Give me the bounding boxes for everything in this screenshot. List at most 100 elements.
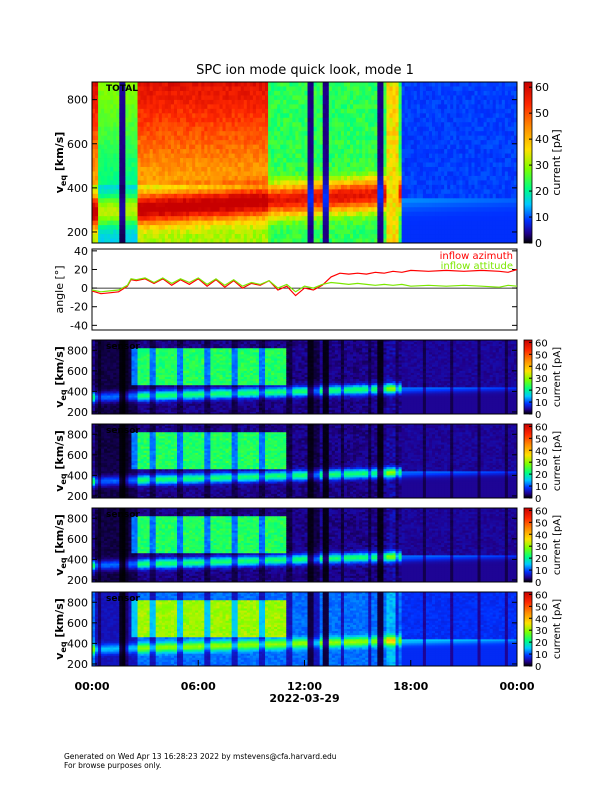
spectrogram-cell [289,136,292,141]
spectrogram-cell [95,154,98,159]
spectrogram-cell [475,91,478,96]
spectrogram-cell [207,171,210,176]
spectrogram-cell [353,104,356,109]
spectrogram-cell [465,140,468,145]
spectrogram-cell [213,82,216,87]
spectrogram-cell [377,171,380,176]
spectrogram-cell [414,95,417,100]
spectrogram-cell [511,100,514,105]
spectrogram-cell [396,136,399,141]
spectrogram-cell [499,140,502,145]
spectrogram-cell [220,189,223,194]
spectrogram-cell [429,113,432,118]
spectrogram-cell [268,180,271,185]
spectrogram-cell [131,185,134,190]
spectrogram-cell [183,145,186,150]
spectrogram-cell [232,109,235,114]
spectrogram-cell [168,127,171,132]
spectrogram-cell [104,234,107,239]
spectrogram-cell [377,203,380,208]
spectrogram-cell [350,212,353,217]
spectrogram-cell [298,194,301,199]
spectrogram-cell [456,118,459,123]
spectrogram-cell [502,176,505,181]
spectrogram-cell [295,136,298,141]
spectrogram-cell [156,113,159,118]
spectrogram-cell [371,198,374,203]
spectrogram-cell [110,207,113,212]
spectrogram-cell [256,95,259,100]
spectrogram-cell [380,225,383,230]
spectrogram-cell [253,185,256,190]
spectrogram-cell [344,136,347,141]
spectrogram-cell [150,122,153,127]
spectrogram-cell [101,180,104,185]
spectrogram-cell [411,198,414,203]
spectrogram-cell [438,171,441,176]
spectrogram-cell [150,104,153,109]
spectrogram-cell [195,212,198,217]
spectrogram-cell [411,113,414,118]
spectrogram-cell [475,109,478,114]
spectrogram-cell [335,167,338,172]
spectrogram-cell [92,131,95,136]
spectrogram-cell [101,198,104,203]
spectrogram-cell [332,171,335,176]
spectrogram-cell [156,109,159,114]
spectrogram-cell [186,158,189,163]
spectrogram-cell [478,91,481,96]
spectrogram-cell [138,113,141,118]
spectrogram-cell [444,140,447,145]
spectrogram-cell [499,234,502,239]
spectrogram-cell [262,171,265,176]
spectrogram-cell [386,113,389,118]
spectrogram-cell [104,207,107,212]
spectrogram-cell [238,118,241,123]
spectrogram-cell [505,145,508,150]
spectrogram-cell [471,212,474,217]
spectrogram-cell [162,113,165,118]
spectrogram-cell [314,225,317,230]
spectrogram-cell [505,185,508,190]
spectrogram-cell [496,86,499,91]
spectrogram-cell [298,234,301,239]
spectrogram-cell [453,127,456,132]
spectrogram-cell [441,180,444,185]
spectrogram-cell [110,230,113,235]
spectrogram-cell [426,171,429,176]
spectrogram-cell [341,194,344,199]
spectrogram-cell [399,203,402,208]
spectrogram-cell [289,113,292,118]
spectrogram-cell [374,212,377,217]
spectrogram-cell [174,113,177,118]
spectrogram-cell [490,122,493,127]
spectrogram-cell [180,185,183,190]
spectrogram-cell [277,118,280,123]
spectrogram-cell [229,140,232,145]
spectrogram-cell [241,221,244,226]
spectrogram-cell [396,163,399,168]
spectrogram-cell [511,203,514,208]
spectrogram-cell [238,131,241,136]
spectrogram-cell [435,198,438,203]
spectrogram-cell [490,113,493,118]
spectrogram-cell [144,171,147,176]
spectrogram-cell [210,212,213,217]
spectrogram-cell [341,221,344,226]
spectrogram-cell [429,176,432,181]
spectrogram-cell [317,171,320,176]
spectrogram-cell [268,234,271,239]
spectrogram-cell [502,100,505,105]
spectrogram-cell [144,95,147,100]
spectrogram-cell [150,180,153,185]
spectrogram-cell [423,127,426,132]
spectrogram-cell [338,140,341,145]
spectrogram-cell [238,194,241,199]
spectrogram-cell [201,100,204,105]
spectrogram-cell [204,145,207,150]
spectrogram-cell [429,203,432,208]
spectrogram-cell [432,104,435,109]
spectrogram-cell [229,95,232,100]
spectrogram-cell [232,131,235,136]
spectrogram-cell [338,225,341,230]
